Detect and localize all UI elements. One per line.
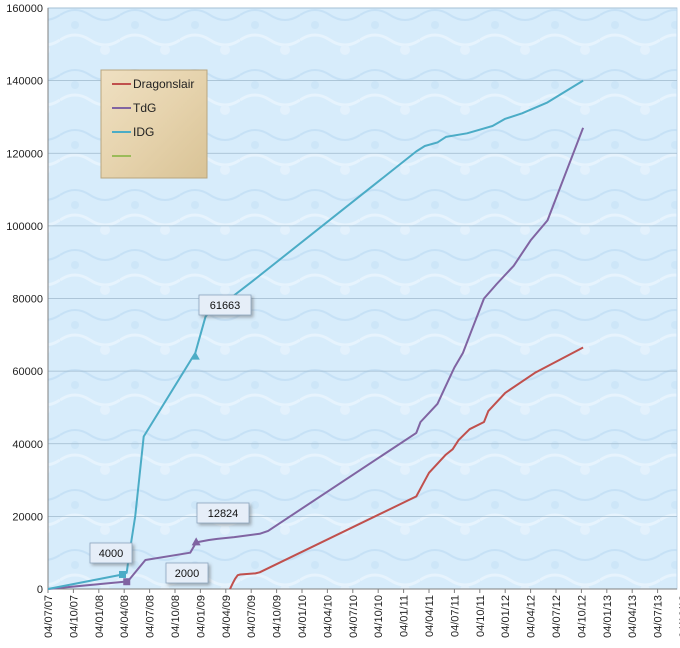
- data-label-box: [165, 562, 209, 584]
- series-line-tdg: [47, 127, 585, 590]
- data-label: 4000: [99, 548, 123, 560]
- x-tick-label: 04/07/12: [551, 595, 563, 638]
- x-tick-label: 04/04/09: [221, 595, 233, 638]
- x-tick-label: 04/01/13: [602, 595, 614, 638]
- x-axis: 04/07/07 04/10/07 04/01/08 04/04/08 04/07/08…: [43, 588, 680, 638]
- data-point-marker: [191, 537, 201, 546]
- x-tick-label: 04/04/10: [322, 595, 334, 638]
- legend: Dragonslair TdG IDG: [100, 69, 208, 179]
- x-tick-label: 04/04/12: [526, 595, 538, 638]
- x-tick-label: 04/07/10: [348, 595, 360, 638]
- x-tick-label: 04/07/13: [653, 595, 665, 638]
- legend-box: [100, 69, 208, 179]
- data-point-marker: [190, 351, 200, 360]
- x-tick-label: 04/01/09: [195, 595, 207, 638]
- y-tick-label: 80000: [12, 294, 43, 306]
- y-tick-label: 100000: [6, 221, 43, 233]
- x-tick-label: 04/10/07: [68, 595, 80, 638]
- x-tick-label: 04/10/11: [475, 595, 487, 637]
- x-tick-label: 04/01/08: [94, 595, 106, 638]
- y-tick-label: 160000: [6, 3, 43, 15]
- x-tick-label: 04/07/11: [449, 595, 461, 637]
- x-tick-label: 04/10/10: [373, 595, 385, 638]
- data-label-box: [196, 502, 250, 524]
- series-line-dragonslair: [229, 346, 584, 590]
- x-tick-label: 04/01/12: [500, 595, 512, 638]
- x-tick-label: 04/07/09: [246, 595, 258, 638]
- data-label: 12824: [208, 508, 239, 520]
- x-tick-label: 04/10/13: [678, 595, 680, 638]
- x-tick-label: 04/07/08: [145, 595, 157, 638]
- y-tick-label: 20000: [12, 511, 43, 523]
- data-label: 61663: [210, 300, 241, 312]
- x-tick-label: 04/04/08: [119, 595, 131, 638]
- data-label: 2000: [175, 568, 199, 580]
- gridlines: [48, 7, 677, 517]
- x-tick-label: 04/04/11: [424, 595, 436, 637]
- data-callouts: 4000 2000 12824 61663: [89, 294, 252, 586]
- x-tick-label: 04/10/12: [576, 595, 588, 638]
- x-tick-label: 04/04/13: [627, 595, 639, 638]
- y-axis: 0 20000 40000 60000 80000 100000 120000 140000 1…: [6, 3, 49, 596]
- y-tick-label: 0: [37, 584, 43, 596]
- x-tick-label: 04/01/10: [297, 595, 309, 638]
- legend-label: IDG: [133, 125, 154, 139]
- data-point-marker: [119, 570, 127, 578]
- y-tick-label: 120000: [6, 148, 43, 160]
- legend-label: Dragonslair: [133, 77, 194, 91]
- data-label-box: [198, 294, 252, 316]
- x-tick-label: 04/01/11: [399, 595, 411, 637]
- y-tick-label: 140000: [6, 76, 43, 88]
- data-label-box: [89, 542, 133, 564]
- x-tick-label: 04/10/09: [272, 595, 284, 638]
- x-tick-label: 04/10/08: [170, 595, 182, 638]
- y-tick-label: 60000: [12, 366, 43, 378]
- x-tick-label: 04/07/07: [43, 595, 55, 638]
- data-point-marker: [123, 578, 131, 586]
- y-tick-label: 40000: [12, 439, 43, 451]
- legend-label: TdG: [133, 101, 156, 115]
